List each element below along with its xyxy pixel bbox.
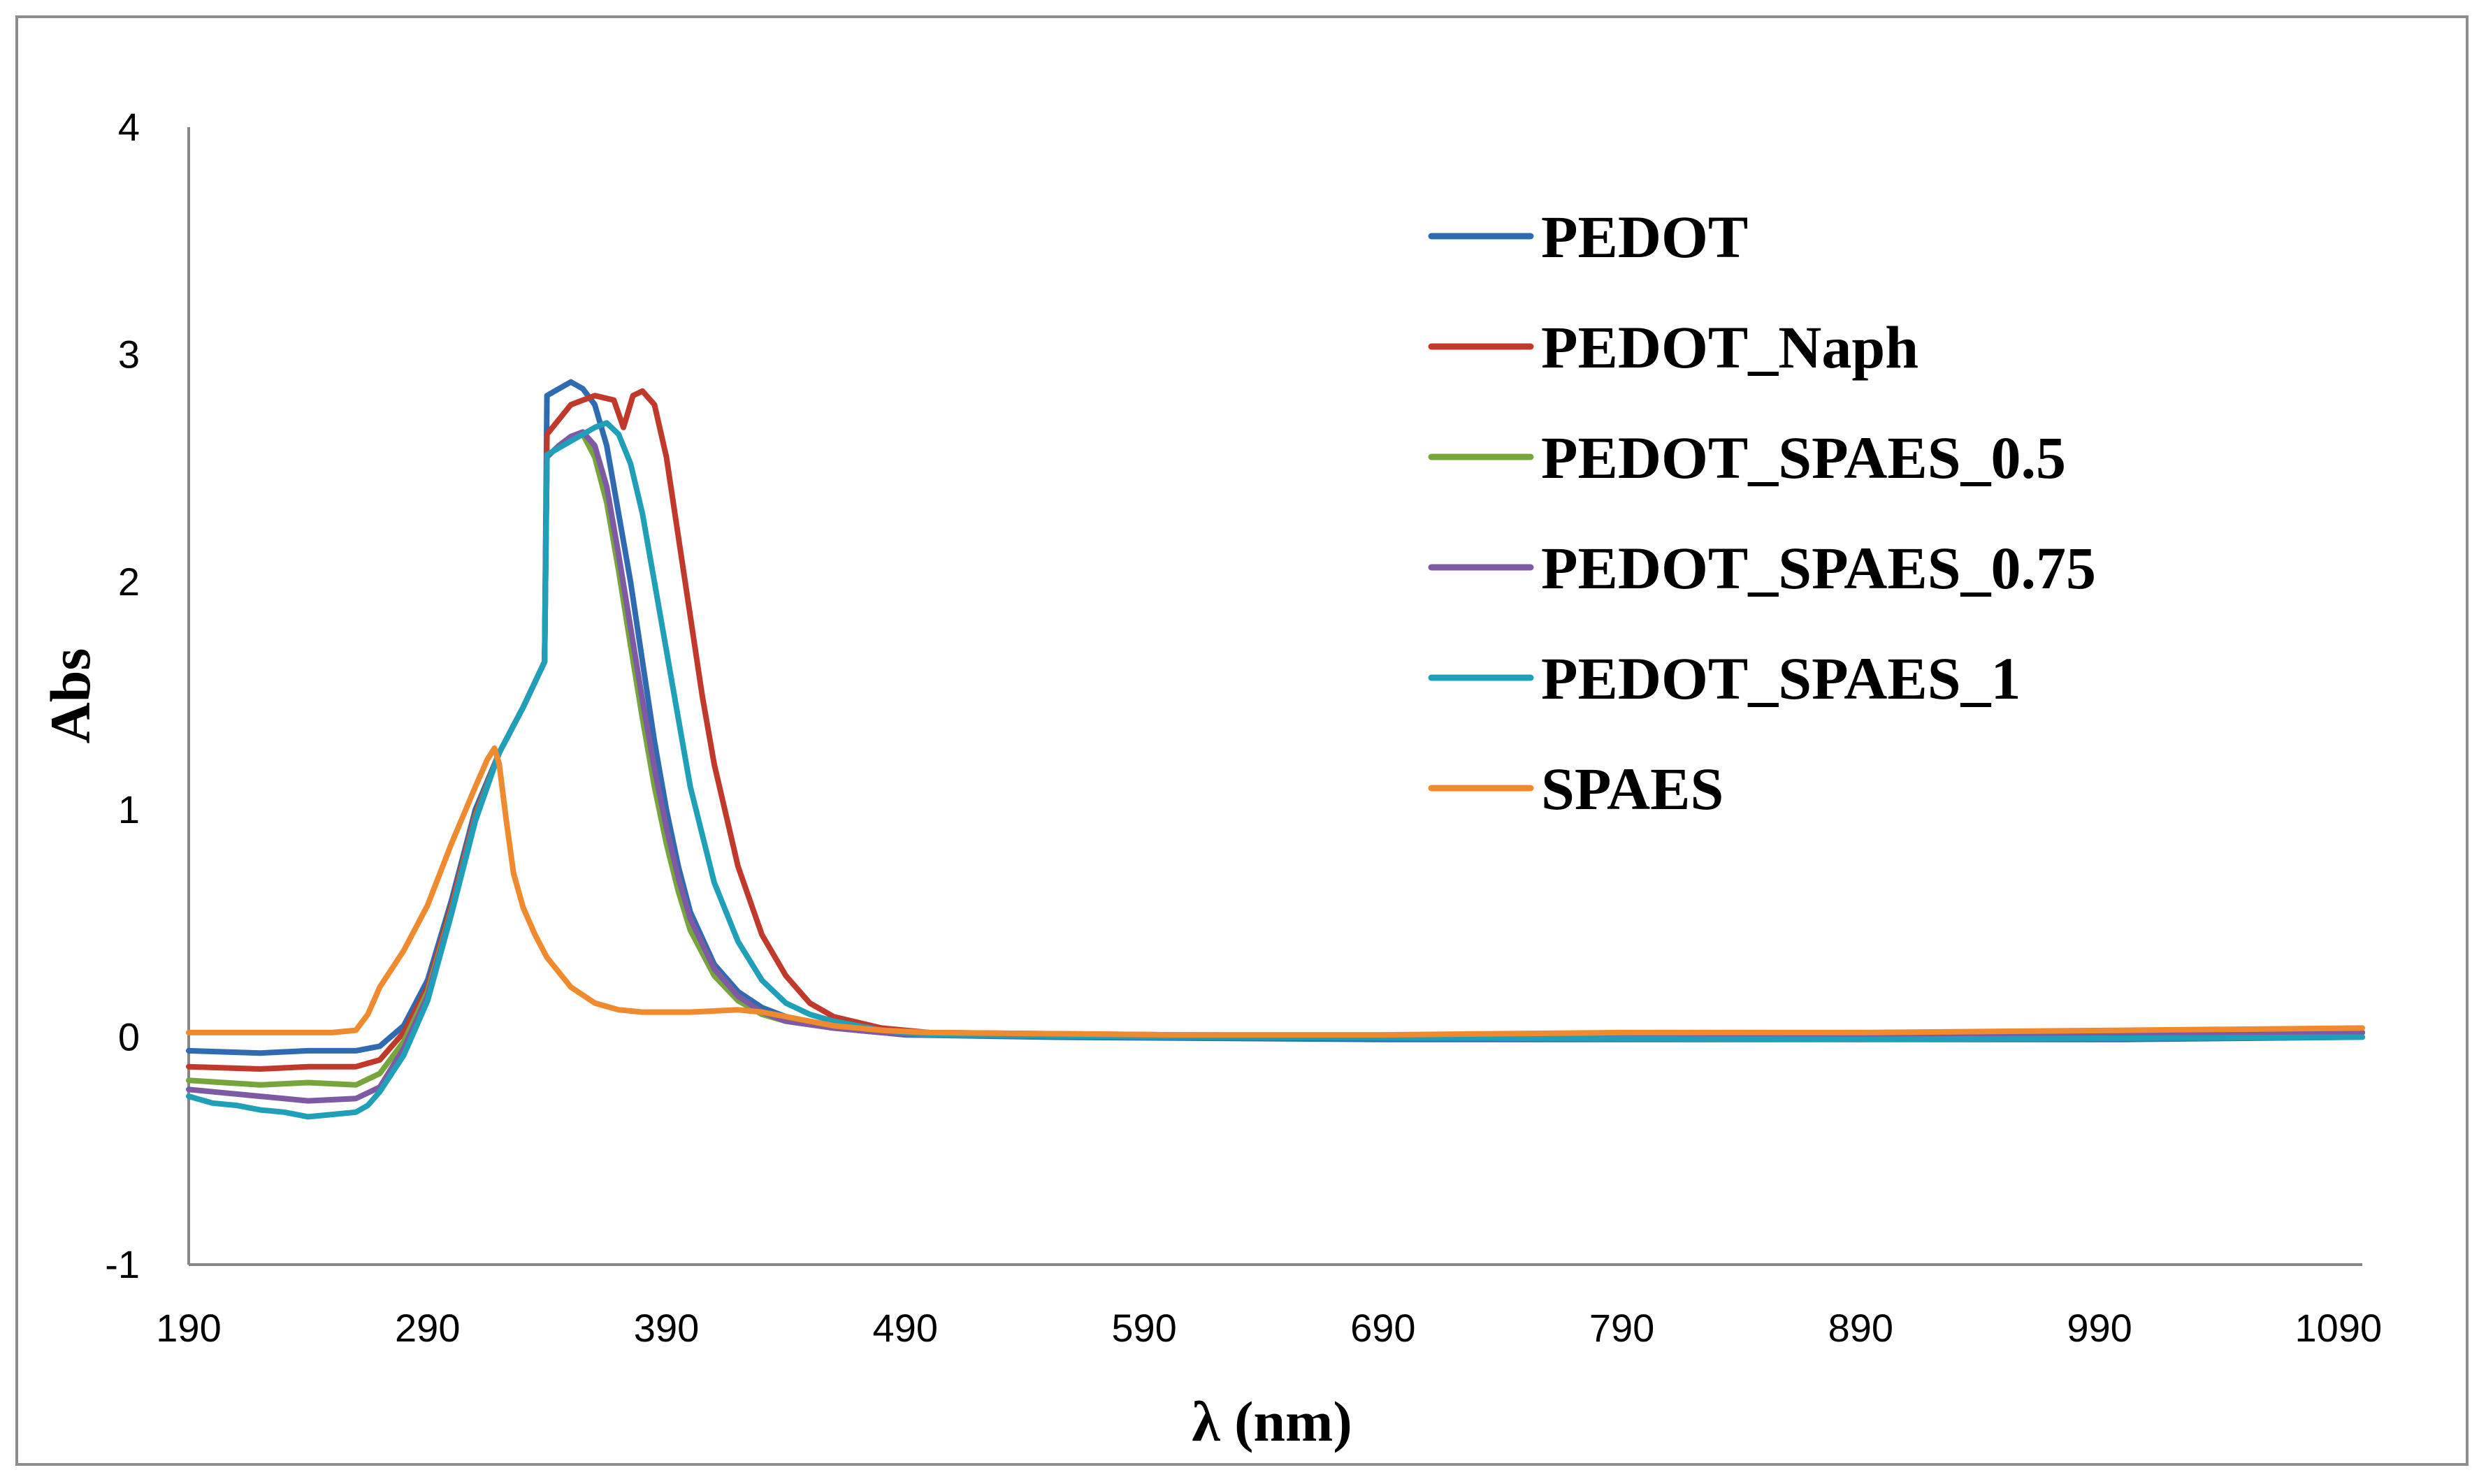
- series-lines: [186, 379, 2365, 1120]
- x-tick-label: 790: [1589, 1306, 1654, 1350]
- series-line-pedot-spaes-0-5: [186, 431, 2365, 1088]
- axes: [187, 127, 2362, 1266]
- y-tick-label: 1: [118, 787, 140, 831]
- y-tick-label: -1: [105, 1242, 140, 1286]
- series-line-pedot-naph: [186, 388, 2365, 1072]
- x-tick-label: 190: [156, 1306, 221, 1350]
- legend-label-pedot-naph: PEDOT_Naph: [1541, 314, 1918, 381]
- legend-label-pedot: PEDOT: [1541, 203, 1748, 270]
- chart-frame: [15, 15, 2469, 1466]
- series-line-spaes: [186, 745, 2365, 1038]
- x-tick-label: 990: [2067, 1306, 2132, 1350]
- x-tick-label: 890: [1828, 1306, 1893, 1350]
- x-axis-title: λ (nm): [1192, 1390, 1352, 1453]
- x-tick-label: 690: [1350, 1306, 1415, 1350]
- legend-label-pedot-spaes-0-5: PEDOT_SPAES_0.5: [1541, 424, 2066, 491]
- x-tick-label: 390: [634, 1306, 699, 1350]
- y-tick-label: 0: [118, 1014, 140, 1059]
- y-tick-labels: -1 0 1 2 3 4: [105, 105, 140, 1286]
- legend-label-pedot-spaes-1: PEDOT_SPAES_1: [1541, 645, 2021, 712]
- legend-label-spaes: SPAES: [1541, 755, 1723, 822]
- x-tick-label: 490: [873, 1306, 938, 1350]
- x-tick-label: 1090: [2295, 1306, 2383, 1350]
- series-line-pedot-spaes-0-75: [186, 429, 2365, 1104]
- y-axis-title: Abs: [38, 648, 102, 744]
- x-tick-label: 590: [1111, 1306, 1176, 1350]
- x-tick-label: 290: [395, 1306, 460, 1350]
- y-tick-label: 4: [118, 105, 140, 149]
- legend: PEDOT PEDOT_Naph PEDOT_SPAES_0.5 PEDOT_SPAE…: [1428, 203, 2096, 822]
- y-tick-label: 2: [118, 560, 140, 604]
- x-tick-labels: 190 290 390 490 590 690 790 890 990 1090: [156, 1306, 2382, 1350]
- legend-label-pedot-spaes-0-75: PEDOT_SPAES_0.75: [1541, 534, 2096, 602]
- y-tick-label: 3: [118, 333, 140, 377]
- series-line-pedot-spaes-1: [186, 420, 2365, 1120]
